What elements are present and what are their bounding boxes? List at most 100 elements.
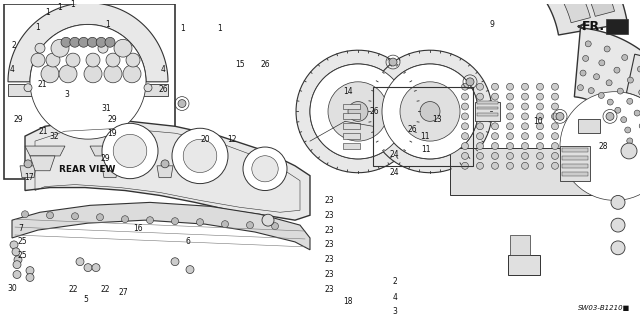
Polygon shape xyxy=(20,166,36,178)
Circle shape xyxy=(22,211,29,218)
Text: 24: 24 xyxy=(389,168,399,177)
Polygon shape xyxy=(8,3,168,82)
Circle shape xyxy=(420,101,440,121)
Circle shape xyxy=(536,83,543,90)
Circle shape xyxy=(580,70,586,76)
Text: 31: 31 xyxy=(101,104,111,113)
Polygon shape xyxy=(562,172,588,176)
Circle shape xyxy=(552,83,559,90)
Text: FR.: FR. xyxy=(582,20,605,33)
Text: 10: 10 xyxy=(533,117,543,126)
Circle shape xyxy=(98,43,108,53)
Circle shape xyxy=(389,58,397,66)
Text: 6: 6 xyxy=(186,237,191,246)
Polygon shape xyxy=(113,84,131,94)
Circle shape xyxy=(310,64,406,159)
Circle shape xyxy=(348,101,368,121)
Text: 1: 1 xyxy=(218,24,222,33)
Text: 2: 2 xyxy=(12,41,17,50)
Circle shape xyxy=(522,143,529,150)
Circle shape xyxy=(506,152,513,160)
Circle shape xyxy=(536,93,543,100)
Circle shape xyxy=(14,256,22,264)
Polygon shape xyxy=(508,255,540,275)
Circle shape xyxy=(183,139,217,173)
Polygon shape xyxy=(12,202,310,250)
Circle shape xyxy=(606,80,612,86)
Circle shape xyxy=(637,66,640,72)
Circle shape xyxy=(614,67,620,73)
Circle shape xyxy=(621,55,628,61)
Circle shape xyxy=(522,152,529,160)
Text: 23: 23 xyxy=(324,285,334,294)
Text: 1: 1 xyxy=(70,0,76,9)
Circle shape xyxy=(147,217,154,224)
Circle shape xyxy=(382,64,478,159)
Text: 23: 23 xyxy=(324,196,334,205)
Text: 1: 1 xyxy=(36,23,40,32)
Circle shape xyxy=(552,133,559,140)
Circle shape xyxy=(24,160,32,168)
Circle shape xyxy=(66,53,80,67)
Circle shape xyxy=(246,222,253,229)
Polygon shape xyxy=(562,156,588,160)
Polygon shape xyxy=(496,0,614,16)
Bar xyxy=(373,87,473,166)
Circle shape xyxy=(506,162,513,169)
Circle shape xyxy=(13,261,21,269)
Circle shape xyxy=(41,65,59,83)
Polygon shape xyxy=(490,0,590,23)
Circle shape xyxy=(506,113,513,120)
Text: 23: 23 xyxy=(324,226,334,234)
Circle shape xyxy=(536,133,543,140)
Circle shape xyxy=(461,143,468,150)
Text: 17: 17 xyxy=(24,173,34,182)
Text: 26: 26 xyxy=(158,85,168,94)
Text: 32: 32 xyxy=(49,132,59,141)
Circle shape xyxy=(104,65,122,83)
Text: 25: 25 xyxy=(17,251,27,260)
Text: 1: 1 xyxy=(45,8,51,17)
Circle shape xyxy=(61,37,71,47)
Polygon shape xyxy=(477,114,498,116)
Circle shape xyxy=(492,113,499,120)
Text: 2: 2 xyxy=(392,277,397,286)
Polygon shape xyxy=(30,156,55,171)
Text: 11: 11 xyxy=(420,132,429,141)
Text: REAR VIEW: REAR VIEW xyxy=(59,165,115,174)
Circle shape xyxy=(536,113,543,120)
Circle shape xyxy=(522,93,529,100)
Circle shape xyxy=(466,78,474,86)
Circle shape xyxy=(172,218,179,225)
Circle shape xyxy=(46,53,60,67)
Circle shape xyxy=(621,143,637,159)
Circle shape xyxy=(10,241,18,249)
Text: 22: 22 xyxy=(68,285,77,294)
Circle shape xyxy=(611,218,625,232)
Polygon shape xyxy=(8,84,168,96)
Circle shape xyxy=(47,212,54,219)
Text: 4: 4 xyxy=(161,65,165,74)
Polygon shape xyxy=(477,107,498,109)
Circle shape xyxy=(536,143,543,150)
Circle shape xyxy=(522,133,529,140)
Text: 25: 25 xyxy=(17,237,27,246)
Text: 28: 28 xyxy=(598,142,608,151)
Text: 1: 1 xyxy=(58,3,62,12)
Circle shape xyxy=(400,82,460,141)
Polygon shape xyxy=(578,119,600,133)
Circle shape xyxy=(506,143,513,150)
Circle shape xyxy=(506,133,513,140)
Circle shape xyxy=(560,92,640,200)
Circle shape xyxy=(477,152,483,160)
Circle shape xyxy=(252,156,278,182)
Circle shape xyxy=(634,110,640,116)
Circle shape xyxy=(536,162,543,169)
Circle shape xyxy=(585,41,591,47)
Circle shape xyxy=(105,37,115,47)
Circle shape xyxy=(144,84,152,92)
Circle shape xyxy=(122,216,129,223)
Circle shape xyxy=(102,123,158,179)
Text: 30: 30 xyxy=(7,284,17,293)
Circle shape xyxy=(106,160,114,168)
